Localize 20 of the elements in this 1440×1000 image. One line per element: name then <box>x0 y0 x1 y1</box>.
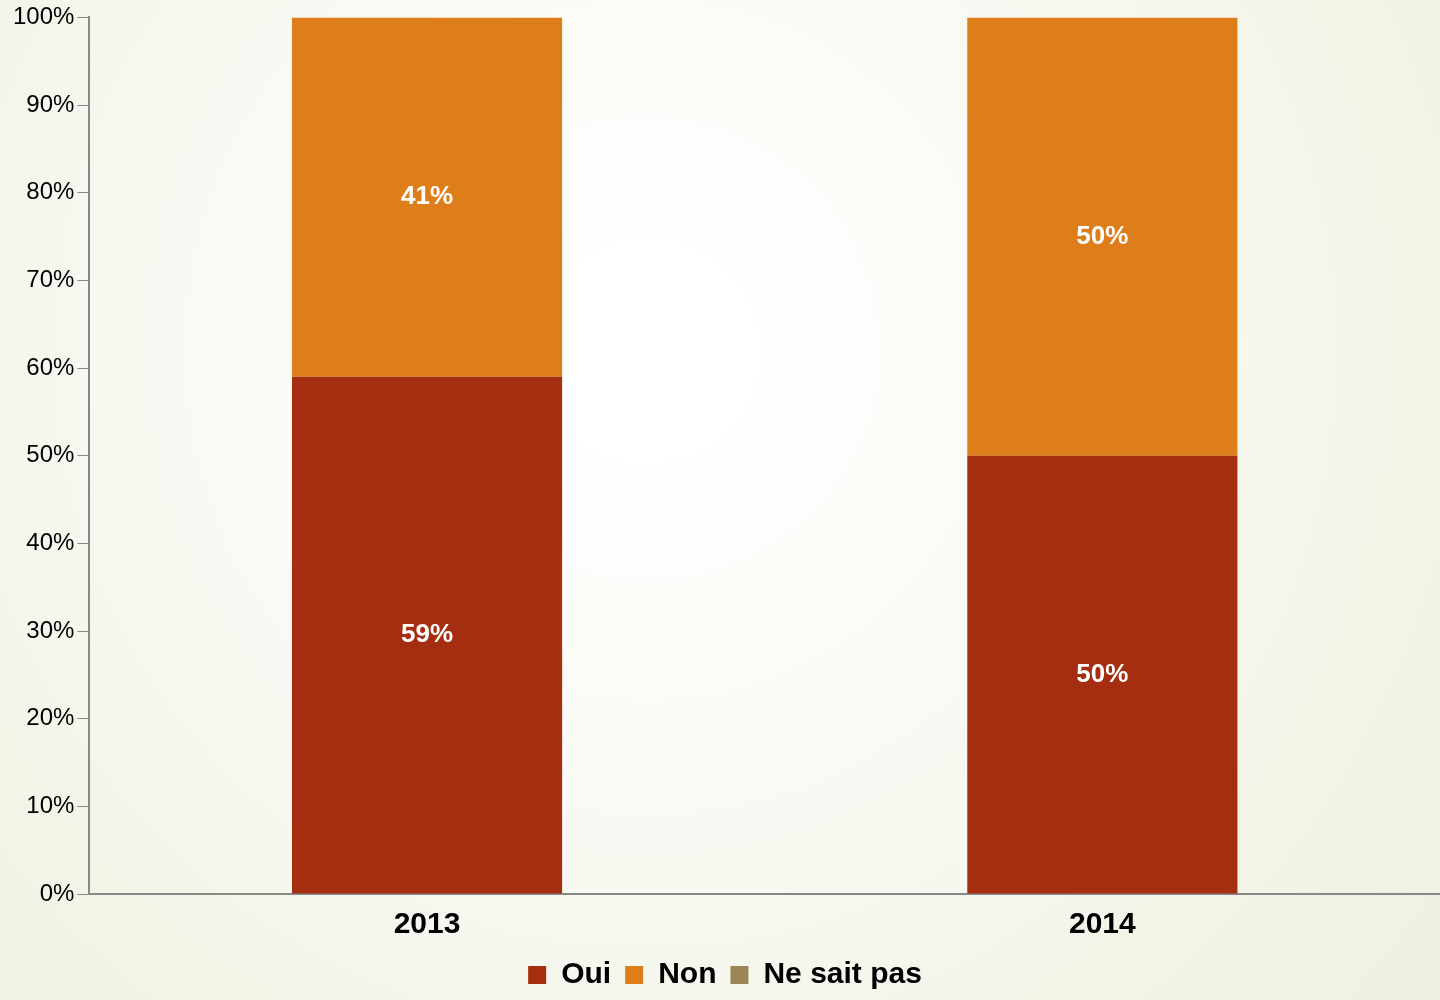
data-label: 59% <box>401 618 454 649</box>
data-label: 50% <box>1076 219 1129 250</box>
x-tick-label: 2013 <box>393 906 461 940</box>
y-tick-label: 50% <box>26 440 75 468</box>
y-tick-label: 0% <box>39 878 75 906</box>
x-tick-label: 2014 <box>1068 906 1137 940</box>
y-tick-label: 20% <box>26 703 75 731</box>
data-label: 41% <box>401 180 454 211</box>
legend-label: Ne sait pas <box>763 956 922 990</box>
y-tick-label: 30% <box>26 615 75 643</box>
y-tick-label: 70% <box>26 265 75 293</box>
legend-label: Non <box>658 956 717 990</box>
legend-label: Oui <box>561 956 612 990</box>
y-tick-label: 90% <box>26 89 75 117</box>
y-tick-label: 80% <box>26 177 75 205</box>
y-tick-label: 100% <box>12 2 75 30</box>
y-tick-label: 10% <box>26 790 75 818</box>
y-tick-label: 40% <box>26 527 75 555</box>
data-label: 50% <box>1076 657 1129 688</box>
y-tick-label: 60% <box>26 352 75 380</box>
